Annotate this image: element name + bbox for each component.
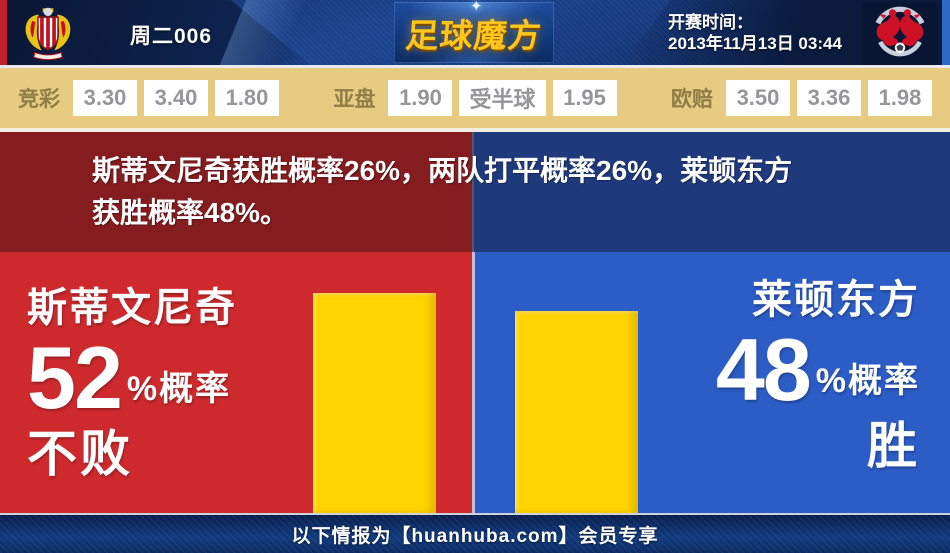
odds-value: 1.80 bbox=[215, 80, 279, 116]
odds-group-european: 欧赔 3.50 3.36 1.98 bbox=[671, 80, 932, 116]
site-logo-text: 足球魔方 bbox=[404, 16, 544, 54]
kickoff-label: 开赛时间： bbox=[668, 13, 753, 32]
odds-separator bbox=[0, 128, 950, 132]
odds-group-sports-lottery: 竞彩 3.30 3.40 1.80 bbox=[18, 80, 279, 116]
summary-band-home-background bbox=[0, 132, 474, 252]
home-color-strip bbox=[0, 0, 7, 65]
home-team-crest-icon bbox=[21, 3, 75, 65]
summary-band-divider bbox=[472, 132, 474, 252]
odds-bar: 竞彩 3.30 3.40 1.80 亚盘 1.90 受半球 1.95 欧赔 3.… bbox=[0, 68, 950, 128]
sparkle-icon: ✦ bbox=[470, 0, 483, 15]
probability-summary: 斯蒂文尼奇获胜概率26%，两队打平概率26%，莱顿东方 获胜概率48%。 bbox=[0, 132, 950, 234]
away-color-strip bbox=[942, 0, 950, 65]
odds-label: 亚盘 bbox=[333, 88, 376, 111]
home-prediction-block: 斯蒂文尼奇 52 %概率 不败 bbox=[27, 284, 237, 482]
home-team-name: 斯蒂文尼奇 bbox=[27, 286, 237, 330]
odds-label: 欧赔 bbox=[670, 88, 713, 111]
footer: 以下情报为【huanhuba.com】会员专享 bbox=[0, 513, 950, 553]
away-probability-bar bbox=[515, 311, 638, 513]
home-probability-bar bbox=[313, 293, 436, 513]
header: 周二006 ✦ 足球魔方 开赛时间： 2013年11月13日 03:44 bbox=[0, 0, 950, 65]
odds-label: 竞彩 bbox=[18, 88, 60, 111]
prediction-band: 斯蒂文尼奇 52 %概率 不败 莱顿东方 48 %概率 胜 bbox=[0, 252, 950, 513]
away-percent-value: 48 bbox=[715, 320, 812, 419]
away-percent-row: 48 %概率 bbox=[716, 324, 920, 416]
kickoff-time-block: 开赛时间： 2013年11月13日 03:44 bbox=[668, 12, 842, 54]
header-separator bbox=[0, 65, 950, 68]
home-percent-label: %概率 bbox=[126, 370, 232, 408]
member-notice: 以下情报为【huanhuba.com】会员专享 bbox=[291, 525, 659, 547]
away-percent-label: %概率 bbox=[815, 362, 920, 400]
away-outcome: 胜 bbox=[867, 418, 920, 474]
prediction-band-divider bbox=[472, 252, 475, 513]
odds-value: 3.50 bbox=[725, 80, 790, 116]
odds-value: 1.98 bbox=[867, 80, 932, 116]
odds-value: 1.90 bbox=[388, 80, 453, 116]
home-outcome: 不败 bbox=[27, 426, 133, 482]
match-code: 周二006 bbox=[130, 25, 213, 48]
odds-value: 3.30 bbox=[73, 80, 137, 116]
handicap-value: 受半球 bbox=[459, 80, 546, 116]
odds-value: 3.40 bbox=[144, 80, 208, 116]
summary-line-1: 斯蒂文尼奇获胜概率26%，两队打平概率26%，莱顿东方 bbox=[92, 155, 793, 186]
away-prediction-block: 莱顿东方 48 %概率 胜 bbox=[716, 276, 920, 474]
home-percent-value: 52 bbox=[27, 328, 123, 427]
summary-line-2: 获胜概率48%。 bbox=[92, 197, 289, 228]
kickoff-datetime: 2013年11月13日 03:44 bbox=[668, 34, 842, 53]
site-logo[interactable]: ✦ 足球魔方 bbox=[394, 0, 554, 63]
home-percent-row: 52 %概率 bbox=[27, 332, 237, 424]
away-team-crest-icon bbox=[862, 2, 938, 65]
odds-value: 3.36 bbox=[796, 80, 861, 116]
odds-group-asian-handicap: 亚盘 1.90 受半球 1.95 bbox=[333, 80, 617, 116]
summary-band: 斯蒂文尼奇获胜概率26%，两队打平概率26%，莱顿东方 获胜概率48%。 bbox=[0, 132, 950, 252]
away-team-name: 莱顿东方 bbox=[752, 278, 920, 322]
odds-value: 1.95 bbox=[552, 80, 617, 116]
summary-band-away-background bbox=[474, 132, 950, 252]
